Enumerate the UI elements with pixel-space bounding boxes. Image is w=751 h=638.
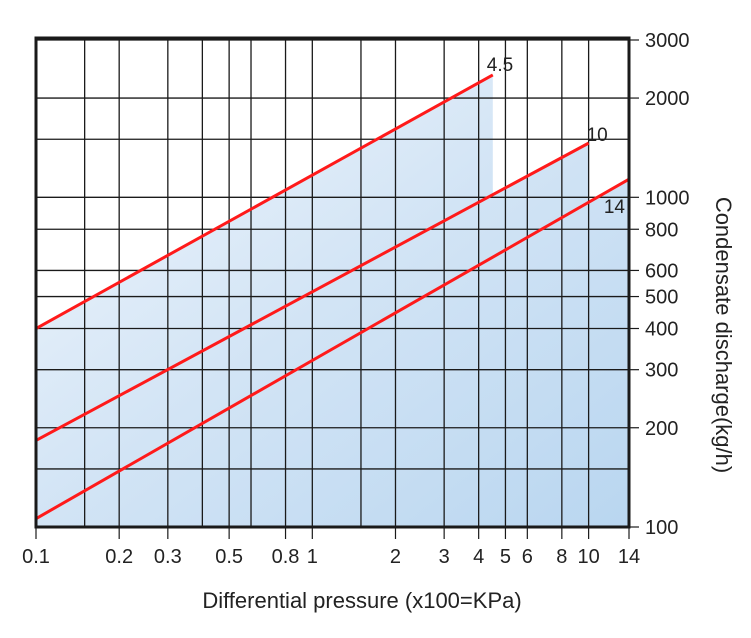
series-label-10: 10 bbox=[587, 125, 608, 146]
x-tick-label: 10 bbox=[577, 546, 599, 568]
series-label-4.5: 4.5 bbox=[487, 55, 513, 76]
discharge-area-fill bbox=[36, 74, 629, 528]
series-lines: 4.5 10 14 bbox=[35, 55, 630, 520]
y-tick-label: 3000 bbox=[645, 30, 690, 52]
series-line-14 bbox=[35, 177, 630, 520]
series-line-4.5 bbox=[35, 73, 494, 330]
y-tick-label: 800 bbox=[645, 219, 678, 241]
x-tick-label: 0.2 bbox=[105, 546, 133, 568]
y-tick-label: 300 bbox=[645, 360, 678, 382]
x-tick-label: 5 bbox=[500, 546, 511, 568]
x-tick-label: 0.8 bbox=[272, 546, 300, 568]
x-tick-label: 1 bbox=[307, 546, 318, 568]
series-label-14: 14 bbox=[604, 197, 626, 218]
plot-frame bbox=[34, 36, 631, 529]
x-tick-label: 0.5 bbox=[215, 546, 243, 568]
axes: 0.1 0.2 0.3 0.5 0.8 1 2 3 4 5 6 8 10 1410020030040050… bbox=[22, 30, 689, 568]
x-tick-label: 0.3 bbox=[154, 546, 182, 568]
x-tick-label: 3 bbox=[439, 546, 450, 568]
x-tick-label: 0.1 bbox=[22, 546, 50, 568]
y-tick-label: 600 bbox=[645, 260, 678, 282]
x-tick-label: 6 bbox=[522, 546, 533, 568]
series-line-10 bbox=[35, 141, 590, 442]
y-axis-label: Condensate discharge(kg/h) bbox=[711, 197, 736, 473]
discharge-area bbox=[36, 74, 629, 528]
y-tick-label: 500 bbox=[645, 287, 678, 309]
y-tick-label: 100 bbox=[645, 517, 678, 539]
x-tick-label: 14 bbox=[618, 546, 640, 568]
x-tick-label: 4 bbox=[473, 546, 484, 568]
y-tick-label: 400 bbox=[645, 319, 678, 341]
x-tick-label: 8 bbox=[556, 546, 567, 568]
y-tick-label: 2000 bbox=[645, 88, 690, 110]
y-tick-label: 1000 bbox=[645, 187, 690, 209]
x-axis-label: Differential pressure (x100=KPa) bbox=[202, 588, 521, 613]
y-tick-label: 200 bbox=[645, 418, 678, 440]
x-tick-label: 2 bbox=[390, 546, 401, 568]
